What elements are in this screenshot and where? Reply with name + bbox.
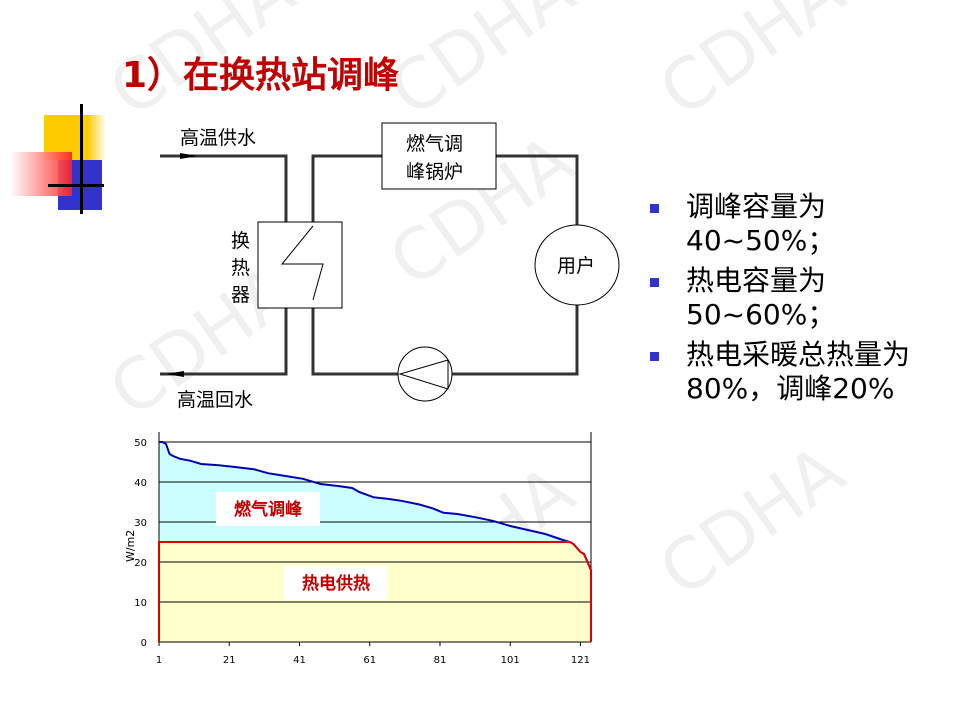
bullet-icon [650,204,659,213]
return-arrow-icon [166,371,184,377]
bullet-item: 调峰容量为40~50%； [648,190,948,258]
page-title: 1）在换热站调峰 [122,55,400,96]
y-tick-label: 0 [141,638,147,649]
exchanger-label: 换 [231,230,250,252]
y-tick-label: 30 [134,518,147,529]
heat-exchange-diagram: 高温供水 高温回水 换 热 器 燃气调 峰锅炉 用户 [160,122,620,411]
return-label: 高温回水 [177,389,253,411]
x-tick-label: 121 [571,655,590,666]
load-curve [159,441,592,571]
annotation-peak: 燃气调峰 [234,499,303,520]
annotation-bg [216,492,320,526]
annotation-bg [284,566,388,600]
x-tick-label: 61 [363,655,376,666]
bullet-icon [650,278,659,287]
supply-label: 高温供水 [180,127,256,149]
watermark: CDHA [644,429,859,613]
x-tick-label: 21 [223,655,236,666]
y-axis-label: W/m2 [124,530,137,562]
x-tick-label: 81 [434,655,447,666]
bullet-item: 热电容量为50~60%； [648,264,948,332]
y-tick-label: 50 [134,438,147,449]
y-tick-label: 20 [134,558,147,569]
decorative-squares [0,100,120,220]
gas-peak-boiler [381,122,497,190]
user [534,224,620,306]
x-tick-label: 1 [156,655,162,666]
y-tick-label: 10 [134,598,147,609]
watermark: CDHA [644,0,859,133]
boiler-label: 峰锅炉 [406,161,463,183]
base-load-line [158,541,592,642]
x-tick-label: 101 [501,655,520,666]
x-tick-label: 41 [293,655,306,666]
bullet-item: 热电采暖总热量为80%，调峰20% [648,338,948,406]
exchanger-label: 热 [231,257,250,279]
supply-arrow-icon [180,153,198,159]
user-label: 用户 [557,255,595,277]
pump-icon [397,346,453,402]
annotation-base: 热电供热 [302,573,370,594]
y-tick-label: 40 [134,478,147,489]
bullet-icon [650,352,659,361]
heat-exchanger [257,221,343,309]
exchanger-label: 器 [231,284,250,306]
bullet-list: 调峰容量为40~50%； 热电容量为50~60%； 热电采暖总热量为80%，调峰… [648,190,948,412]
boiler-label: 燃气调 [406,133,463,155]
